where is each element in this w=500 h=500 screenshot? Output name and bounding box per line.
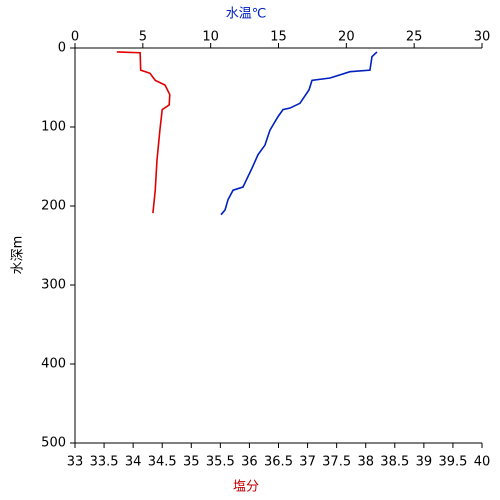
y-tick-label: 500 xyxy=(41,436,66,451)
y-tick-label: 400 xyxy=(41,357,66,372)
x-tick-label: 37 xyxy=(299,455,316,470)
x2-tick-label: 25 xyxy=(406,30,423,45)
x-tick-label: 37.5 xyxy=(322,455,351,470)
x-tick-label: 33.5 xyxy=(90,455,119,470)
y-tick-label: 300 xyxy=(41,278,66,293)
y-tick-label: 100 xyxy=(41,120,66,135)
x-tick-label: 36.5 xyxy=(264,455,293,470)
profile-line xyxy=(116,51,171,214)
x-tick-label: 38.5 xyxy=(380,455,409,470)
x-tick-label: 34.5 xyxy=(148,455,177,470)
x2-tick-label: 5 xyxy=(139,30,147,45)
x2-tick-label: 10 xyxy=(202,30,219,45)
x-tick-label: 35 xyxy=(183,455,200,470)
x2-tick-label: 20 xyxy=(338,30,355,45)
x2-tick-label: 15 xyxy=(270,30,287,45)
x-tick-label: 35.5 xyxy=(206,455,235,470)
y-tick-label: 0 xyxy=(58,41,66,56)
x-tick-label: 33 xyxy=(67,455,84,470)
profile-line xyxy=(220,51,378,216)
y-axis-label: 水深m xyxy=(11,236,26,275)
x-tick-label: 38 xyxy=(357,455,374,470)
x-tick-label: 36 xyxy=(241,455,258,470)
x2-tick-label: 30 xyxy=(474,30,491,45)
x2-axis-label: 水温℃ xyxy=(226,7,267,22)
x-tick-label: 40 xyxy=(474,455,491,470)
x-tick-label: 34 xyxy=(125,455,142,470)
x2-tick-label: 0 xyxy=(71,30,79,45)
x-axis-label: 塩分 xyxy=(233,480,259,495)
y-tick-label: 200 xyxy=(41,199,66,214)
x-tick-label: 39.5 xyxy=(438,455,467,470)
x-tick-label: 39 xyxy=(416,455,433,470)
